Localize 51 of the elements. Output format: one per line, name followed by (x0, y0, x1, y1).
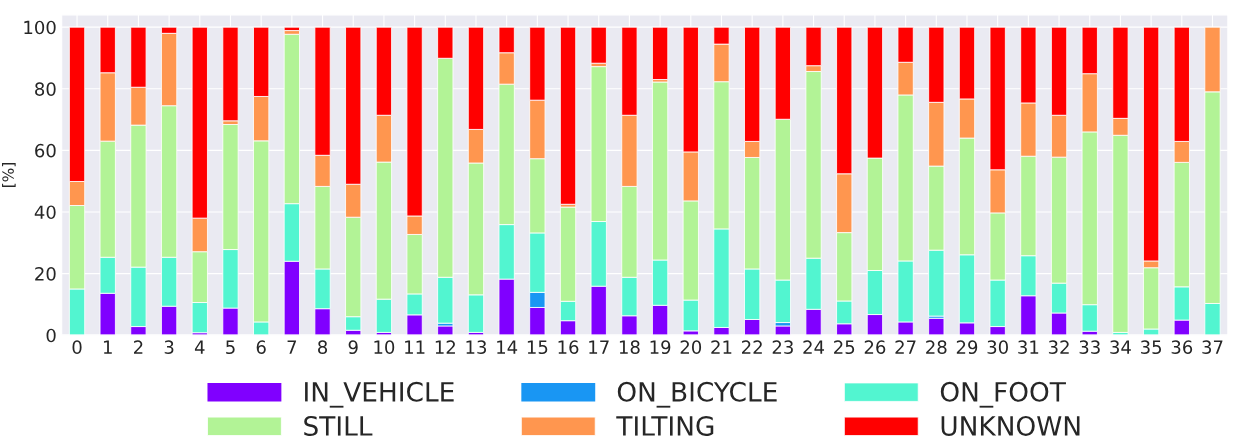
x-tick-label: 31 (1018, 340, 1039, 355)
legend-label: ON_BICYCLE (617, 381, 777, 408)
x-tick-label: 15 (527, 340, 548, 355)
x-tick-label: 7 (287, 340, 297, 354)
x-tick-label: 29 (956, 340, 978, 355)
x-tick-label: 14 (497, 340, 518, 354)
x-tick-label: 30 (987, 340, 1008, 355)
y-tick-label: 100 (24, 20, 56, 35)
x-tick-label: 6 (256, 340, 266, 355)
x-tick-label: 12 (435, 340, 455, 354)
x-tick-label: 1 (103, 340, 112, 354)
x-tick-label: 36 (1171, 340, 1193, 355)
x-tick-label: 27 (895, 340, 916, 354)
legend-label: ON_FOOT (940, 381, 1066, 408)
y-axis-title: [%] (2, 163, 16, 187)
y-tick-label: 40 (34, 205, 56, 220)
y-tick-label: 0 (46, 328, 56, 343)
x-tick-label: 26 (864, 340, 886, 355)
x-tick-label: 16 (558, 340, 579, 355)
legend-label: UNKNOWN (941, 416, 1080, 436)
x-tick-label: 32 (1048, 340, 1069, 355)
legend-label: TILTING (616, 416, 714, 436)
y-tick-label: 80 (35, 82, 56, 96)
x-tick-label: 28 (926, 340, 947, 355)
x-tick-label: 35 (1141, 340, 1162, 355)
x-tick-label: 33 (1079, 340, 1100, 355)
x-tick-label: 2 (134, 340, 143, 354)
x-tick-label: 0 (72, 340, 82, 355)
x-tick-label: 25 (834, 340, 855, 355)
y-tick-label: 20 (35, 267, 56, 281)
legend-label: IN_VEHICLE (305, 381, 454, 408)
x-tick-label: 24 (803, 340, 825, 354)
x-tick-label: 3 (164, 340, 174, 355)
y-tick-label: 60 (35, 143, 56, 158)
x-tick-label: 4 (194, 340, 205, 354)
x-tick-label: 22 (742, 340, 762, 354)
x-tick-label: 21 (711, 340, 732, 354)
x-tick-label: 19 (650, 340, 671, 355)
x-tick-label: 17 (589, 340, 609, 354)
x-tick-label: 10 (374, 340, 395, 355)
legend-label: STILL (304, 416, 373, 436)
x-tick-label: 23 (772, 340, 793, 355)
x-tick-label: 34 (1110, 340, 1131, 355)
x-tick-label: 8 (318, 340, 328, 355)
x-tick-label: 9 (348, 340, 358, 355)
x-tick-label: 11 (405, 340, 425, 354)
x-tick-label: 18 (619, 340, 640, 355)
x-tick-label: 5 (226, 340, 235, 355)
x-tick-label: 13 (466, 340, 487, 355)
x-tick-label: 37 (1202, 340, 1223, 355)
x-tick-label: 20 (680, 340, 702, 355)
